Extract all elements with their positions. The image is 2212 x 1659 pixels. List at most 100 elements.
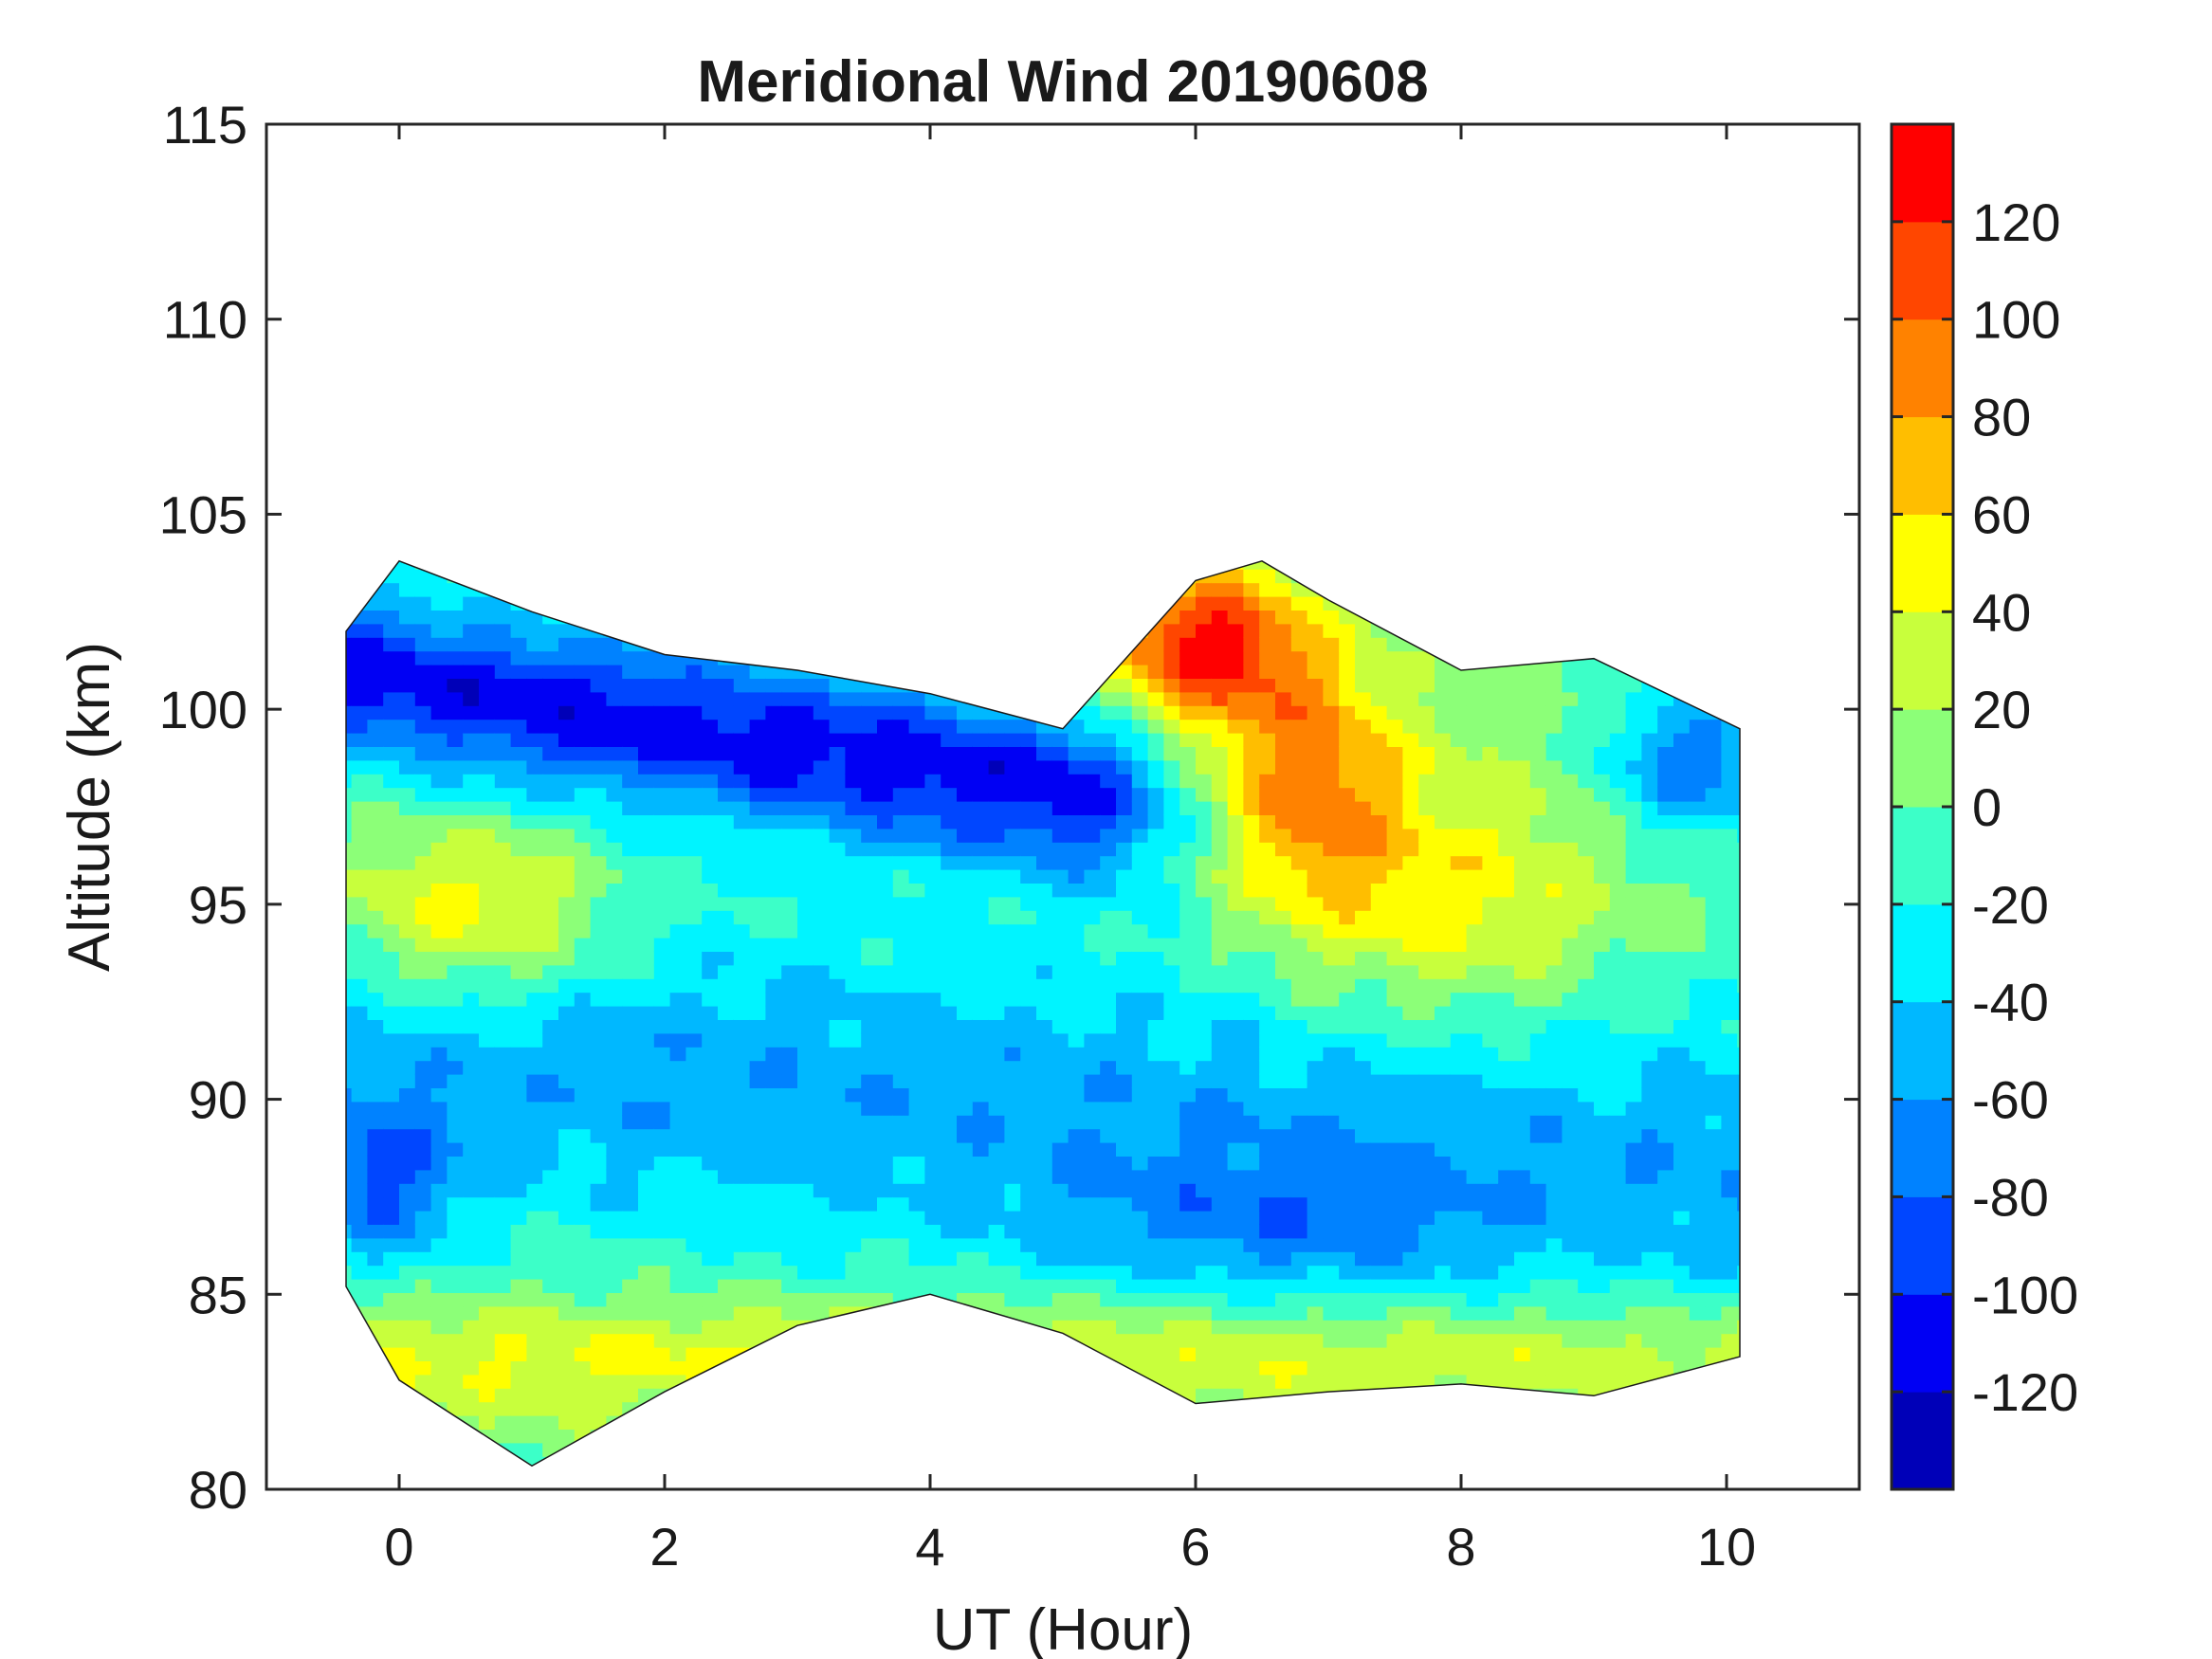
field-cell (1179, 1005, 1197, 1020)
field-cell (765, 719, 782, 734)
field-cell (1004, 1278, 1021, 1293)
field-cell (892, 719, 910, 734)
field-cell (1020, 774, 1037, 789)
field-cell (1131, 1265, 1149, 1280)
field-cell (861, 1183, 878, 1198)
field-cell (718, 1005, 735, 1020)
field-cell (669, 883, 687, 898)
field-cell (1275, 705, 1292, 720)
field-cell (1147, 842, 1165, 857)
field-cell (1386, 1374, 1404, 1389)
field-cell (861, 1115, 878, 1130)
field-cell (574, 1019, 592, 1034)
field-cell (606, 1060, 623, 1075)
field-cell (590, 1320, 608, 1335)
field-cell (590, 1401, 608, 1416)
field-cell (1386, 1128, 1404, 1143)
field-cell (1196, 664, 1213, 679)
field-cell (1307, 623, 1325, 638)
field-cell (1355, 1115, 1372, 1130)
field-cell (1084, 1060, 1101, 1075)
field-cell (383, 1005, 400, 1020)
field-cell (749, 800, 767, 815)
field-cell (590, 937, 608, 952)
field-cell (877, 1156, 894, 1171)
field-cell (1100, 1115, 1117, 1130)
field-cell (845, 923, 862, 939)
field-cell (686, 746, 703, 761)
field-cell (845, 1060, 862, 1075)
field-cell (558, 1401, 576, 1416)
field-cell (622, 978, 639, 994)
field-cell (346, 1210, 353, 1225)
field-cell (1179, 964, 1197, 979)
field-cell (574, 937, 592, 952)
field-cell (414, 595, 432, 611)
field-cell (1179, 1169, 1197, 1184)
field-cell (877, 868, 894, 884)
field-cell (574, 787, 592, 802)
field-cell (797, 705, 814, 720)
field-cell (574, 664, 592, 679)
field-cell (1418, 896, 1435, 911)
field-cell (430, 582, 448, 597)
field-cell (733, 1141, 751, 1157)
field-cell (941, 937, 958, 952)
field-cell (622, 1073, 639, 1088)
field-cell (765, 705, 782, 720)
field-cell (908, 800, 926, 815)
field-cell (1100, 746, 1117, 761)
field-cell (622, 1210, 639, 1225)
field-cell (1211, 883, 1229, 898)
field-cell (845, 1292, 862, 1307)
field-cell (829, 1196, 847, 1212)
field-cell (1307, 978, 1325, 994)
field-cell (718, 1047, 735, 1062)
field-cell (1179, 814, 1197, 830)
field-cell (1259, 1305, 1276, 1321)
field-cell (765, 1183, 782, 1198)
field-cell (797, 1115, 814, 1130)
field-cell (622, 855, 639, 870)
field-cell (1163, 774, 1180, 789)
field-cell (463, 1401, 480, 1416)
field-cell (892, 787, 910, 802)
field-cell (1418, 1278, 1435, 1293)
field-cell (1116, 1005, 1133, 1020)
field-cell (383, 650, 400, 665)
field-cell (1004, 868, 1021, 884)
field-cell (718, 1224, 735, 1239)
field-cell (590, 774, 608, 789)
field-cell (1051, 1019, 1069, 1034)
field-cell (1290, 978, 1308, 994)
field-cell (1259, 678, 1276, 693)
field-cell (590, 1224, 608, 1239)
field-cell (1243, 896, 1260, 911)
field-cell (877, 814, 894, 830)
field-cell (1211, 800, 1229, 815)
field-cell (346, 1087, 353, 1103)
field-cell (510, 1115, 528, 1130)
field-cell (686, 1183, 703, 1198)
field-cell (1450, 1156, 1468, 1171)
field-cell (606, 978, 623, 994)
field-cell (447, 896, 464, 911)
field-cell (346, 1265, 353, 1280)
field-cell (1020, 951, 1037, 966)
field-cell (494, 637, 512, 652)
field-cell (430, 978, 448, 994)
field-cell (1386, 1251, 1404, 1267)
field-cell (813, 800, 831, 815)
field-cell (430, 1374, 448, 1389)
field-cell (367, 1019, 384, 1034)
field-cell (1275, 1292, 1292, 1307)
field-cell (558, 732, 576, 747)
field-cell (702, 1346, 719, 1361)
field-cell (1370, 910, 1388, 925)
field-cell (924, 855, 941, 870)
field-cell (526, 1183, 543, 1198)
field-cell (1068, 774, 1086, 789)
field-cell (653, 964, 671, 979)
field-cell (1211, 650, 1229, 665)
field-cell (1355, 1265, 1372, 1280)
